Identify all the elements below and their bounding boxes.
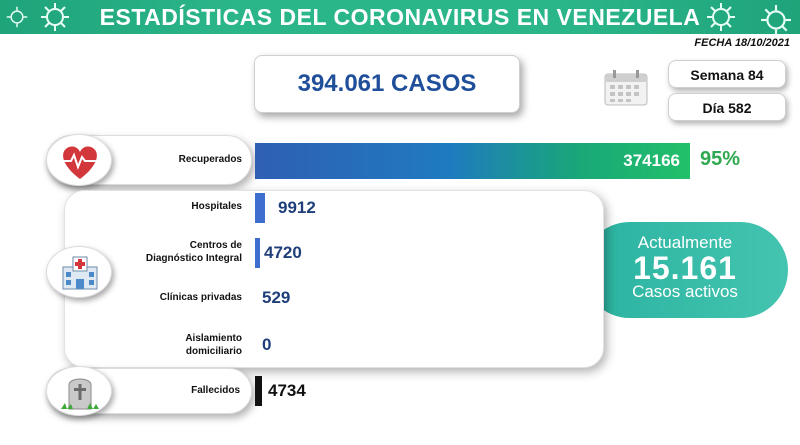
recovered-label: Recuperados (178, 154, 242, 165)
hospitals-value: 9912 (278, 198, 316, 217)
heart-icon-circle (46, 134, 112, 186)
total-cases-value: 394.061 CASOS (297, 70, 477, 97)
tombstone-icon (61, 378, 99, 410)
hospitals-label: Hospitales (191, 201, 242, 212)
cdi-label-line2: Diagnóstico Integral (145, 253, 242, 264)
cdi-value: 4720 (264, 243, 302, 262)
header-banner (0, 0, 800, 34)
home-isolation-label-line1: Aislamiento (185, 333, 242, 344)
hospital-icon-circle (46, 246, 112, 298)
home-isolation-value: 0 (262, 335, 272, 354)
tombstone-icon-circle (46, 366, 112, 416)
deaths-value: 4734 (268, 381, 306, 400)
page-title: ESTADÍSTICAS DEL CORONAVIRUS EN VENEZUEL… (99, 4, 701, 30)
recovered-percent: 95% (700, 148, 741, 170)
clinics-value: 529 (262, 288, 291, 307)
date-label: FECHA 18/10/2021 (694, 37, 790, 49)
active-cases-number: 15.161 (633, 250, 737, 286)
recovered-value: 374166 (623, 151, 680, 170)
active-cases-line1: Actualmente (637, 233, 733, 252)
total-cases-box (254, 55, 520, 113)
home-isolation-label-line2: domiciliario (185, 346, 242, 357)
recovered-bar (255, 143, 690, 179)
active-cases-bubble (582, 222, 788, 318)
hospitalization-panel (64, 190, 604, 368)
cdi-bar (255, 238, 260, 268)
cdi-label-line1: Centros de (189, 240, 242, 251)
virus-icon (41, 3, 69, 31)
deaths-label: Fallecidos (191, 385, 240, 396)
calendar-icon (604, 70, 648, 106)
hospital-icon (62, 256, 98, 290)
clinics-label: Clínicas privadas (159, 292, 242, 303)
virus-icon (707, 3, 735, 31)
virus-icon (6, 6, 28, 28)
heart-icon (61, 146, 99, 179)
day-label: Día 582 (668, 93, 786, 121)
virus-icon (761, 5, 791, 35)
week-label: Semana 84 (668, 60, 786, 88)
deaths-bar (255, 376, 262, 406)
hospitals-bar (255, 193, 265, 223)
active-cases-line2: Casos activos (632, 282, 738, 301)
